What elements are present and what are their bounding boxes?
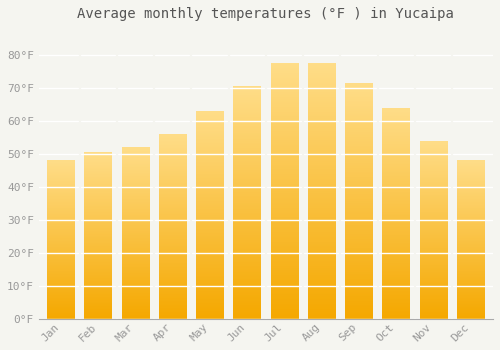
Bar [159,134,187,319]
Bar [47,161,75,319]
Bar [457,161,484,319]
Bar [234,87,262,319]
Bar [382,108,410,319]
Bar [270,64,298,319]
Bar [345,83,373,319]
Bar [420,141,448,319]
Bar [84,153,112,319]
Bar [122,148,150,319]
Bar [196,111,224,319]
Title: Average monthly temperatures (°F ) in Yucaipa: Average monthly temperatures (°F ) in Yu… [78,7,454,21]
Bar [308,64,336,319]
